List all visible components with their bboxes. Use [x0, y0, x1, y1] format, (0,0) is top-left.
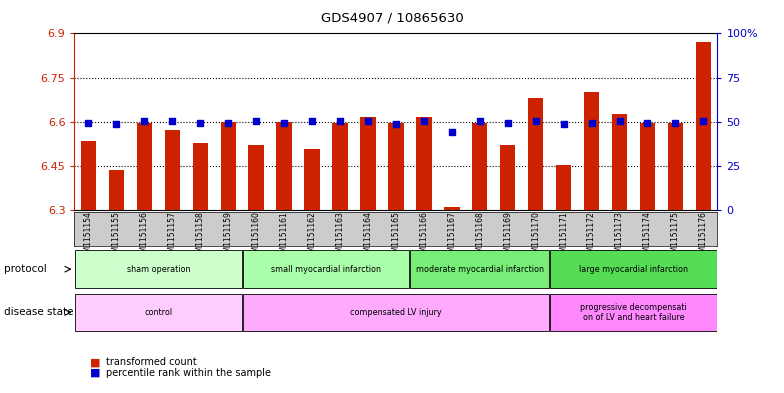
- Bar: [220, 122, 236, 210]
- Bar: [411, 250, 549, 288]
- Point: [334, 118, 347, 125]
- Point: [361, 118, 374, 124]
- Point: [250, 118, 263, 124]
- Bar: [444, 207, 459, 210]
- Point: [502, 119, 514, 126]
- Text: ■: ■: [90, 367, 100, 378]
- Bar: [416, 117, 431, 210]
- Bar: [304, 149, 320, 210]
- Text: control: control: [144, 308, 172, 317]
- Point: [110, 121, 122, 128]
- Bar: [472, 123, 488, 210]
- Bar: [75, 294, 241, 331]
- Point: [306, 118, 318, 124]
- Point: [613, 118, 626, 124]
- Point: [474, 118, 486, 125]
- Bar: [550, 294, 717, 331]
- Bar: [109, 171, 124, 210]
- Bar: [550, 250, 717, 288]
- Bar: [277, 122, 292, 210]
- Text: moderate myocardial infarction: moderate myocardial infarction: [416, 265, 544, 274]
- Point: [138, 118, 151, 125]
- Point: [641, 119, 654, 126]
- Point: [418, 118, 430, 124]
- Bar: [612, 114, 627, 210]
- Text: transformed count: transformed count: [106, 357, 197, 367]
- Bar: [500, 145, 515, 210]
- Bar: [81, 141, 96, 210]
- Point: [278, 119, 290, 126]
- Point: [445, 129, 458, 136]
- Bar: [695, 42, 711, 210]
- Point: [529, 118, 542, 124]
- Bar: [668, 123, 683, 210]
- Bar: [584, 92, 599, 210]
- Text: small myocardial infarction: small myocardial infarction: [271, 265, 381, 274]
- Bar: [388, 123, 404, 210]
- Text: disease state: disease state: [4, 307, 74, 318]
- Point: [222, 119, 234, 126]
- Point: [82, 119, 95, 126]
- Text: protocol: protocol: [4, 264, 47, 274]
- Point: [586, 119, 598, 126]
- Bar: [332, 123, 347, 210]
- Point: [390, 120, 402, 127]
- Bar: [243, 294, 549, 331]
- Bar: [165, 130, 180, 210]
- Text: sham operation: sham operation: [126, 265, 190, 274]
- Point: [670, 119, 682, 126]
- Bar: [243, 250, 409, 288]
- Bar: [556, 165, 572, 210]
- Text: GDS4907 / 10865630: GDS4907 / 10865630: [321, 12, 463, 25]
- Text: percentile rank within the sample: percentile rank within the sample: [106, 367, 270, 378]
- Point: [557, 121, 570, 128]
- Point: [166, 118, 179, 124]
- Text: progressive decompensati
on of LV and heart failure: progressive decompensati on of LV and he…: [580, 303, 687, 322]
- Text: large myocardial infarction: large myocardial infarction: [579, 265, 688, 274]
- Text: compensated LV injury: compensated LV injury: [350, 308, 441, 317]
- Bar: [640, 123, 655, 210]
- Bar: [193, 143, 208, 210]
- Bar: [75, 250, 241, 288]
- Point: [697, 118, 710, 124]
- Bar: [361, 118, 376, 210]
- Bar: [136, 123, 152, 210]
- Bar: [528, 97, 543, 210]
- Point: [194, 119, 206, 126]
- Bar: [249, 145, 264, 210]
- Text: ■: ■: [90, 357, 100, 367]
